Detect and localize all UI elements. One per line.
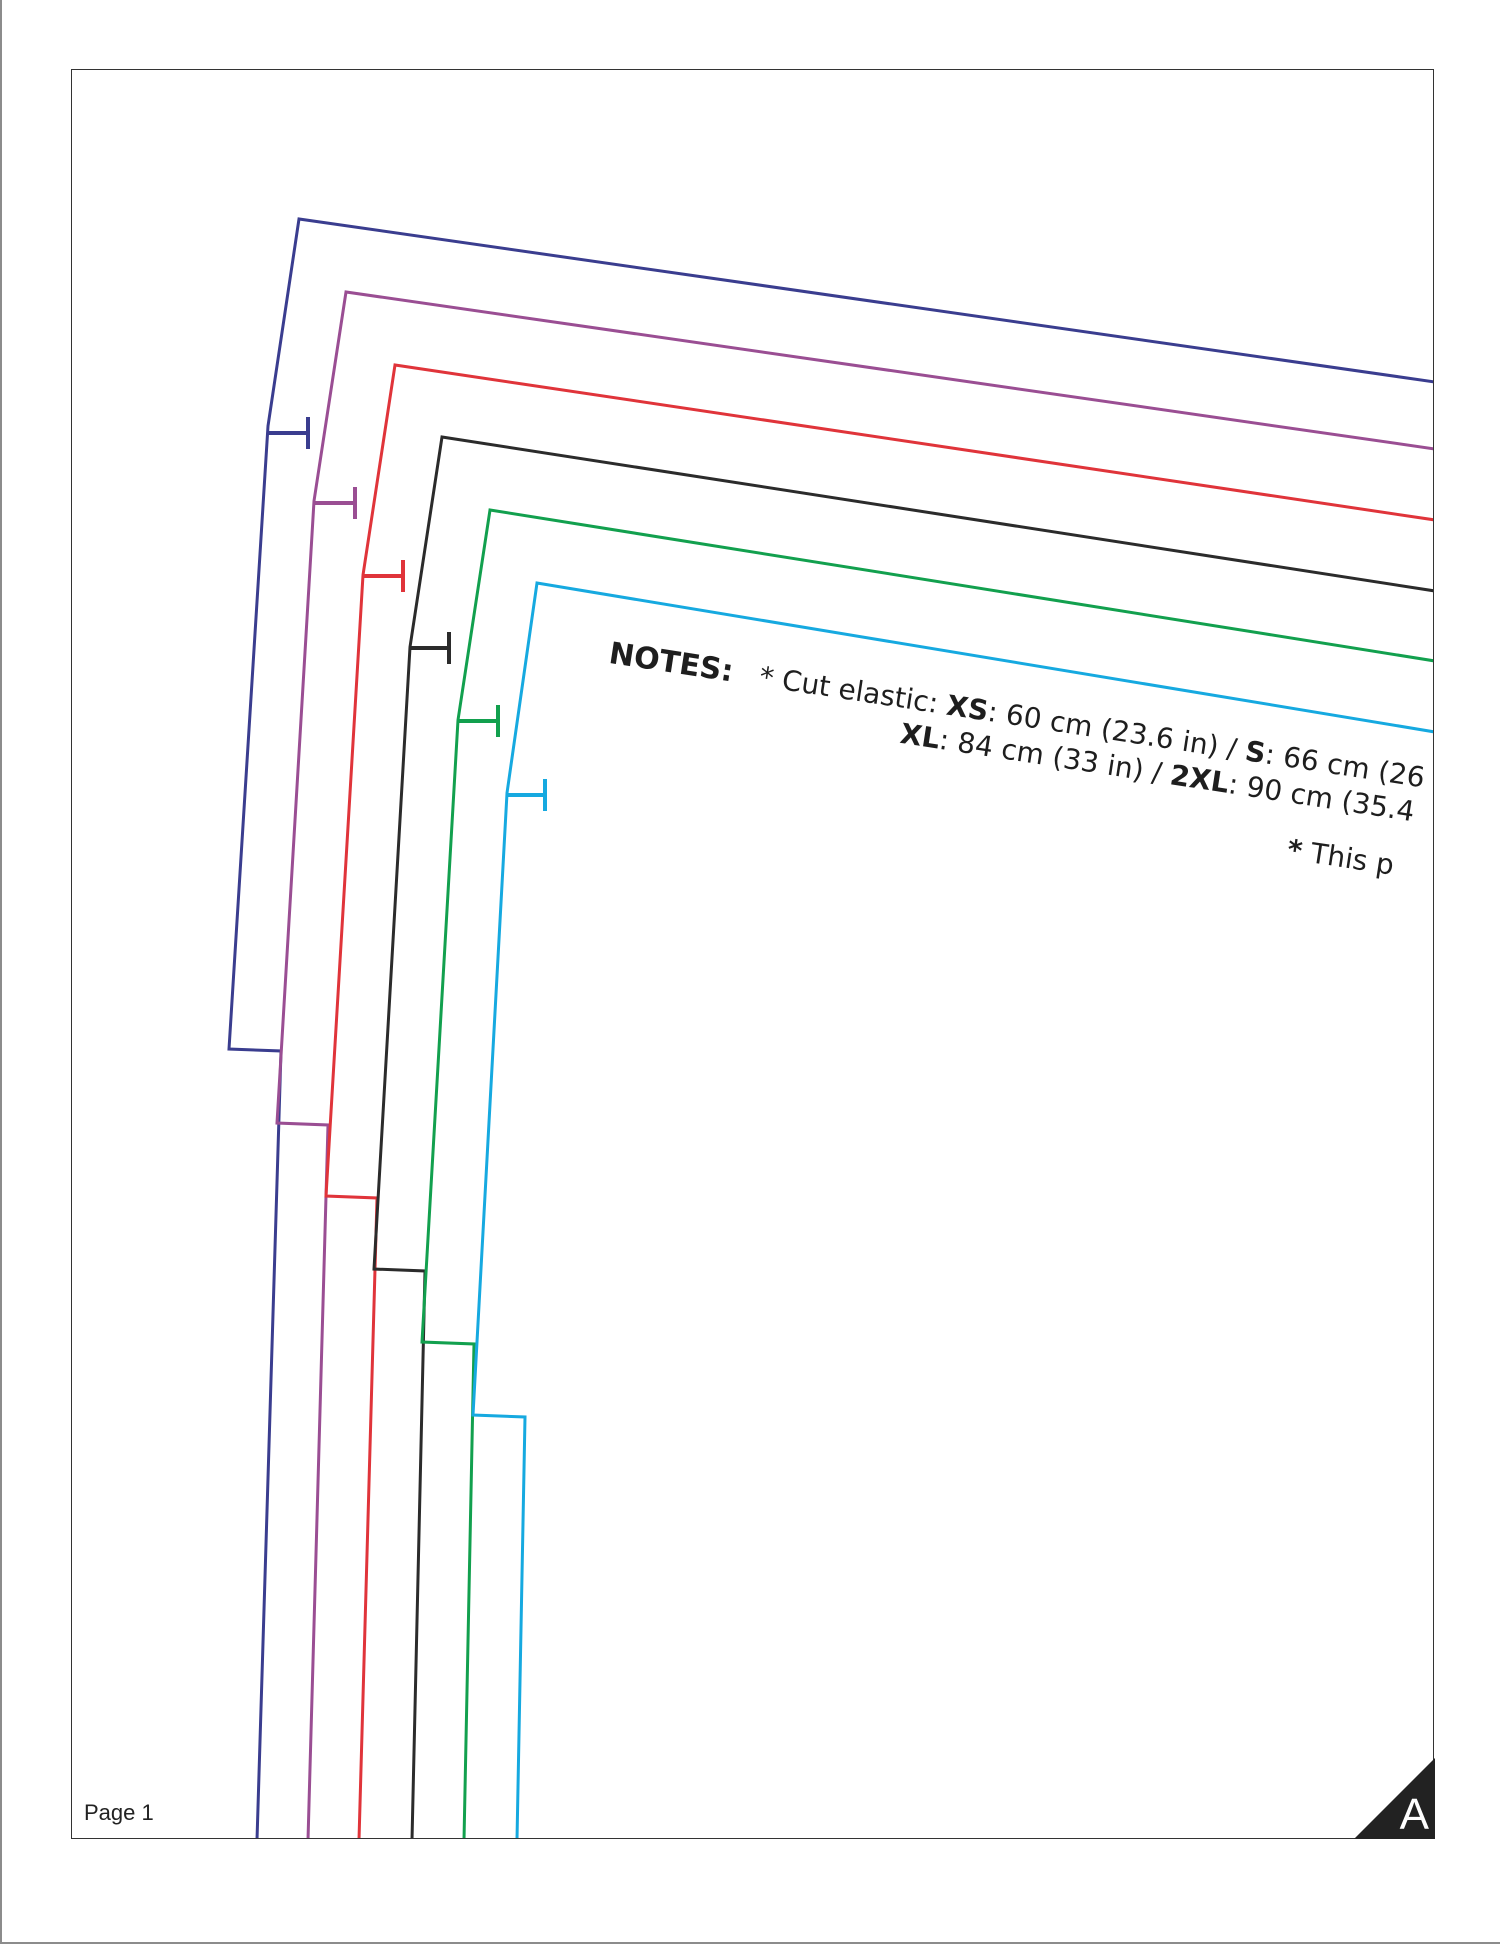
sheet-letter-badge: A <box>1354 1758 1435 1839</box>
size-line-navy <box>227 217 1433 1838</box>
size-line-black <box>372 435 1433 1838</box>
second-note: This p <box>1308 835 1397 882</box>
size-line-green <box>420 508 1433 1838</box>
size-label-xl: XL <box>898 716 943 756</box>
size-line-cyan-outline <box>471 581 1433 1838</box>
notes-clip: NOTES: * Cut elastic: XS: 60 cm (23.6 in… <box>71 69 1434 1839</box>
page-frame <box>71 69 1434 1839</box>
notes-bullet: * <box>757 659 777 695</box>
badge-triangle <box>1354 1758 1435 1839</box>
pattern-pieces <box>227 217 1433 1838</box>
size-line-black-outline <box>372 435 1433 1838</box>
notes-block: NOTES: * Cut elastic: XS: 60 cm (23.6 in… <box>593 636 1434 926</box>
notes-bullet-2: * <box>1285 832 1305 868</box>
sheet-letter: A <box>1399 1790 1429 1839</box>
size-line-purple <box>275 290 1433 1838</box>
size-line-green-outline <box>420 508 1433 1838</box>
size-line-navy-outline <box>227 217 1433 1838</box>
size-line-cyan <box>471 581 1433 1838</box>
size-line-red <box>324 363 1433 1838</box>
size-label-xs: XS <box>944 688 991 728</box>
page-number: Page 1 <box>84 1800 154 1825</box>
size-line-red-outline <box>324 363 1433 1838</box>
size-line-purple-outline <box>275 290 1433 1838</box>
